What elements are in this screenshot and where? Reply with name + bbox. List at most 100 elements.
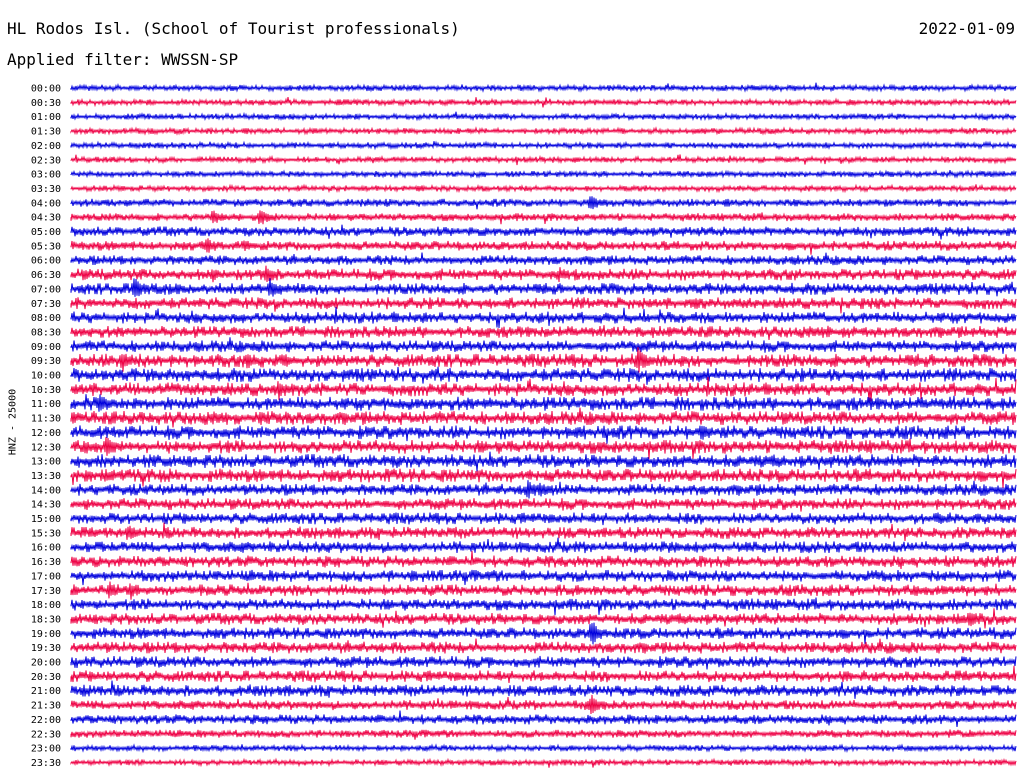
trace-time-label: 23:00 [31, 744, 61, 755]
trace-time-label: 04:00 [31, 198, 61, 209]
seismic-trace [70, 622, 1017, 645]
seismic-trace [70, 366, 1017, 385]
seismic-trace [70, 437, 1017, 460]
seismic-trace [70, 238, 1017, 255]
seismic-trace [70, 597, 1017, 616]
seismic-trace [70, 337, 1017, 354]
seismic-trace [70, 278, 1017, 297]
trace-time-label: 19:00 [31, 629, 61, 640]
trace-time-label: 21:30 [31, 701, 61, 712]
trace-time-label: 10:00 [31, 371, 61, 382]
seismic-trace [70, 196, 1017, 210]
seismic-trace [70, 665, 1017, 683]
seismic-trace [70, 126, 1017, 136]
seismic-trace [70, 743, 1017, 754]
seismic-trace [70, 394, 1017, 412]
trace-time-label: 15:30 [31, 528, 61, 539]
seismic-trace [70, 265, 1017, 283]
seismic-trace [70, 169, 1017, 179]
seismic-trace [70, 325, 1017, 340]
trace-time-label: 05:00 [31, 227, 61, 238]
seismic-trace [70, 183, 1017, 194]
trace-time-label: 17:30 [31, 586, 61, 597]
seismic-trace [70, 512, 1017, 526]
trace-time-label: 00:00 [31, 84, 61, 95]
trace-time-label: 01:30 [31, 127, 61, 138]
trace-time-label: 00:30 [31, 98, 61, 109]
trace-time-label: 01:00 [31, 112, 61, 123]
trace-time-label: 17:00 [31, 571, 61, 582]
trace-time-label: 14:00 [31, 485, 61, 496]
seismic-trace [70, 522, 1017, 542]
seismic-trace [70, 729, 1017, 740]
seismic-trace [70, 608, 1017, 629]
trace-time-label: 12:00 [31, 428, 61, 439]
seismic-trace [70, 140, 1017, 151]
seismic-trace [70, 97, 1017, 108]
seismic-trace [70, 550, 1017, 569]
trace-time-label: 14:30 [31, 500, 61, 511]
seismic-trace [70, 498, 1017, 512]
seismic-trace [70, 694, 1017, 715]
seismic-trace [70, 537, 1017, 554]
seismic-trace [70, 480, 1017, 499]
trace-time-label: 11:00 [31, 399, 61, 410]
seismic-trace [70, 347, 1017, 373]
seismic-trace [70, 306, 1017, 329]
seismic-trace [70, 252, 1017, 266]
seismic-trace [70, 451, 1017, 472]
seismic-trace [70, 638, 1017, 654]
trace-time-label: 04:30 [31, 213, 61, 224]
trace-time-label: 07:00 [31, 284, 61, 295]
station-title: HL Rodos Isl. (School of Tourist profess… [7, 19, 460, 38]
trace-time-label: 07:30 [31, 299, 61, 310]
record-date: 2022-01-09 [918, 19, 1015, 38]
trace-time-label: 15:00 [31, 514, 61, 525]
trace-time-label: 22:30 [31, 729, 61, 740]
trace-time-label: 18:30 [31, 614, 61, 625]
trace-time-label: 20:30 [31, 672, 61, 683]
trace-time-label: 11:30 [31, 414, 61, 425]
trace-time-label: 09:00 [31, 342, 61, 353]
seismic-trace [70, 569, 1017, 586]
trace-time-label: 12:30 [31, 442, 61, 453]
trace-time-label: 05:30 [31, 241, 61, 252]
trace-time-label: 22:00 [31, 715, 61, 726]
seismic-trace [70, 757, 1017, 768]
seismic-trace [70, 376, 1017, 402]
seismic-trace [70, 111, 1017, 122]
trace-time-label: 06:00 [31, 256, 61, 267]
seismic-trace [70, 680, 1017, 699]
trace-time-label: 03:30 [31, 184, 61, 195]
seismic-trace [70, 154, 1017, 166]
trace-time-label: 13:30 [31, 471, 61, 482]
trace-time-label: 20:00 [31, 658, 61, 669]
trace-time-label: 13:00 [31, 457, 61, 468]
seismic-trace [70, 82, 1017, 93]
trace-time-label: 19:30 [31, 643, 61, 654]
trace-time-label: 02:30 [31, 155, 61, 166]
seismic-trace [70, 407, 1017, 428]
seismic-trace [70, 425, 1017, 444]
trace-time-label: 10:30 [31, 385, 61, 396]
trace-time-label: 09:30 [31, 356, 61, 367]
trace-time-label: 08:30 [31, 327, 61, 338]
filter-label: Applied filter: WWSSN-SP [7, 50, 239, 69]
seismic-trace [70, 710, 1017, 728]
trace-time-label: 18:00 [31, 600, 61, 611]
trace-time-label: 08:00 [31, 313, 61, 324]
trace-time-label: 16:00 [31, 543, 61, 554]
seismic-trace [70, 468, 1017, 488]
seismic-trace [70, 581, 1017, 600]
trace-time-label: 16:30 [31, 557, 61, 568]
seismic-trace [70, 655, 1017, 670]
seismic-trace [70, 297, 1017, 314]
trace-time-label: 03:00 [31, 170, 61, 181]
trace-time-label: 21:00 [31, 686, 61, 697]
trace-time-label: 06:30 [31, 270, 61, 281]
trace-time-label: 23:30 [31, 758, 61, 769]
seismic-trace [70, 224, 1017, 240]
trace-time-label: 02:00 [31, 141, 61, 152]
seismic-trace [70, 210, 1017, 225]
